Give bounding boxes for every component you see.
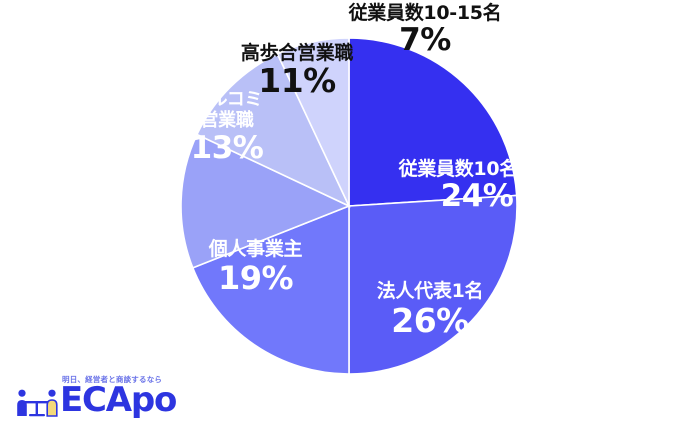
pie-slice-emp10under[interactable] <box>348 37 518 207</box>
two-people-meeting-icon <box>17 389 58 417</box>
logo-tagline: 明日、経営者と商談するなら <box>62 375 163 384</box>
pie-slices <box>180 37 518 375</box>
pie-slice-kouhobu[interactable] <box>195 52 351 208</box>
pie-slice-kojin[interactable] <box>191 204 350 375</box>
logo-wordmark: ECApo <box>60 380 177 420</box>
pie-slice-houjin1[interactable] <box>348 194 518 375</box>
pie-slice-emp10to15[interactable] <box>276 37 350 207</box>
pie-slice-fullcommi[interactable] <box>180 133 352 269</box>
brand-logo: 明日、経営者と商談するなら ECApo <box>16 374 216 426</box>
